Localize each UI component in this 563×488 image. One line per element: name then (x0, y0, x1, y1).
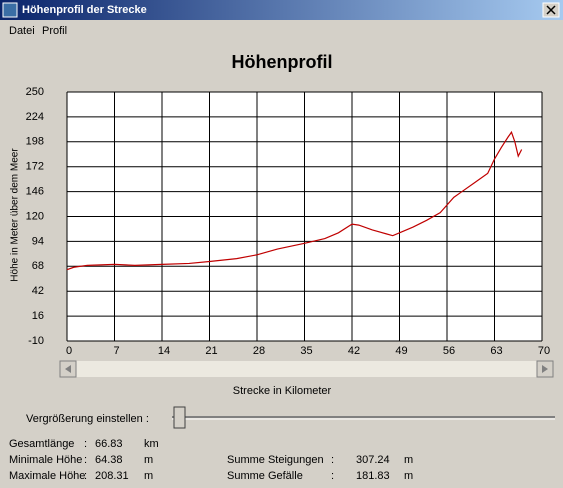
stat-separator: : (84, 454, 87, 466)
y-axis-label: Höhe in Meter über dem Meer (10, 148, 21, 282)
x-tick-label: 49 (395, 345, 407, 357)
y-tick-label: -10 (28, 335, 44, 347)
close-button[interactable] (542, 2, 560, 18)
x-tick-label: 7 (113, 345, 119, 357)
y-tick-label: 16 (32, 310, 44, 322)
stat-unit: m (404, 454, 413, 466)
stat-label: Summe Steigungen (227, 454, 324, 466)
window-title: Höhenprofil der Strecke (22, 4, 147, 16)
x-tick-label: 70 (538, 345, 550, 357)
stat-label: Maximale Höhe (9, 470, 85, 482)
menu-item[interactable]: Datei (9, 25, 35, 37)
x-tick-label: 21 (205, 345, 217, 357)
zoom-label: Vergrößerung einstellen : (26, 413, 149, 425)
y-tick-label: 224 (26, 111, 44, 123)
stat-label: Minimale Höhe (9, 454, 82, 466)
stat-value: 66.83 (95, 438, 123, 450)
stat-unit: km (144, 438, 159, 450)
y-tick-label: 172 (26, 161, 44, 173)
title-bar (0, 0, 563, 20)
y-tick-label: 250 (26, 86, 44, 98)
stat-separator: : (84, 470, 87, 482)
zoom-slider[interactable] (172, 406, 555, 429)
chart-title: Höhenprofil (232, 52, 333, 72)
x-tick-label: 28 (253, 345, 265, 357)
x-tick-label: 0 (66, 345, 72, 357)
x-tick-label: 42 (348, 345, 360, 357)
y-tick-label: 68 (32, 260, 44, 272)
menu-item[interactable]: Profil (42, 25, 67, 37)
stat-separator: : (331, 454, 334, 466)
y-tick-label: 198 (26, 136, 44, 148)
stat-value: 64.38 (95, 454, 123, 466)
stat-separator: : (331, 470, 334, 482)
y-tick-label: 120 (26, 210, 44, 222)
stat-separator: : (84, 438, 87, 450)
y-tick-label: 94 (32, 235, 44, 247)
x-tick-label: 35 (300, 345, 312, 357)
stat-value: 181.83 (356, 470, 390, 482)
stat-value: 208.31 (95, 470, 129, 482)
elevation-line (66, 130, 523, 271)
x-tick-label: 14 (158, 345, 170, 357)
y-tick-label: 146 (26, 186, 44, 198)
x-tick-label: 56 (443, 345, 455, 357)
stat-unit: m (404, 470, 413, 482)
y-tick-label: 42 (32, 285, 44, 297)
stat-unit: m (144, 454, 153, 466)
stat-unit: m (144, 470, 153, 482)
x-tick-label: 63 (490, 345, 502, 357)
stat-value: 307.24 (356, 454, 390, 466)
stat-label: Summe Gefälle (227, 470, 303, 482)
x-axis-label: Strecke in Kilometer (233, 385, 332, 397)
app-icon (2, 2, 18, 18)
scrollbar[interactable] (59, 360, 554, 378)
stat-label: Gesamtlänge (9, 438, 74, 450)
